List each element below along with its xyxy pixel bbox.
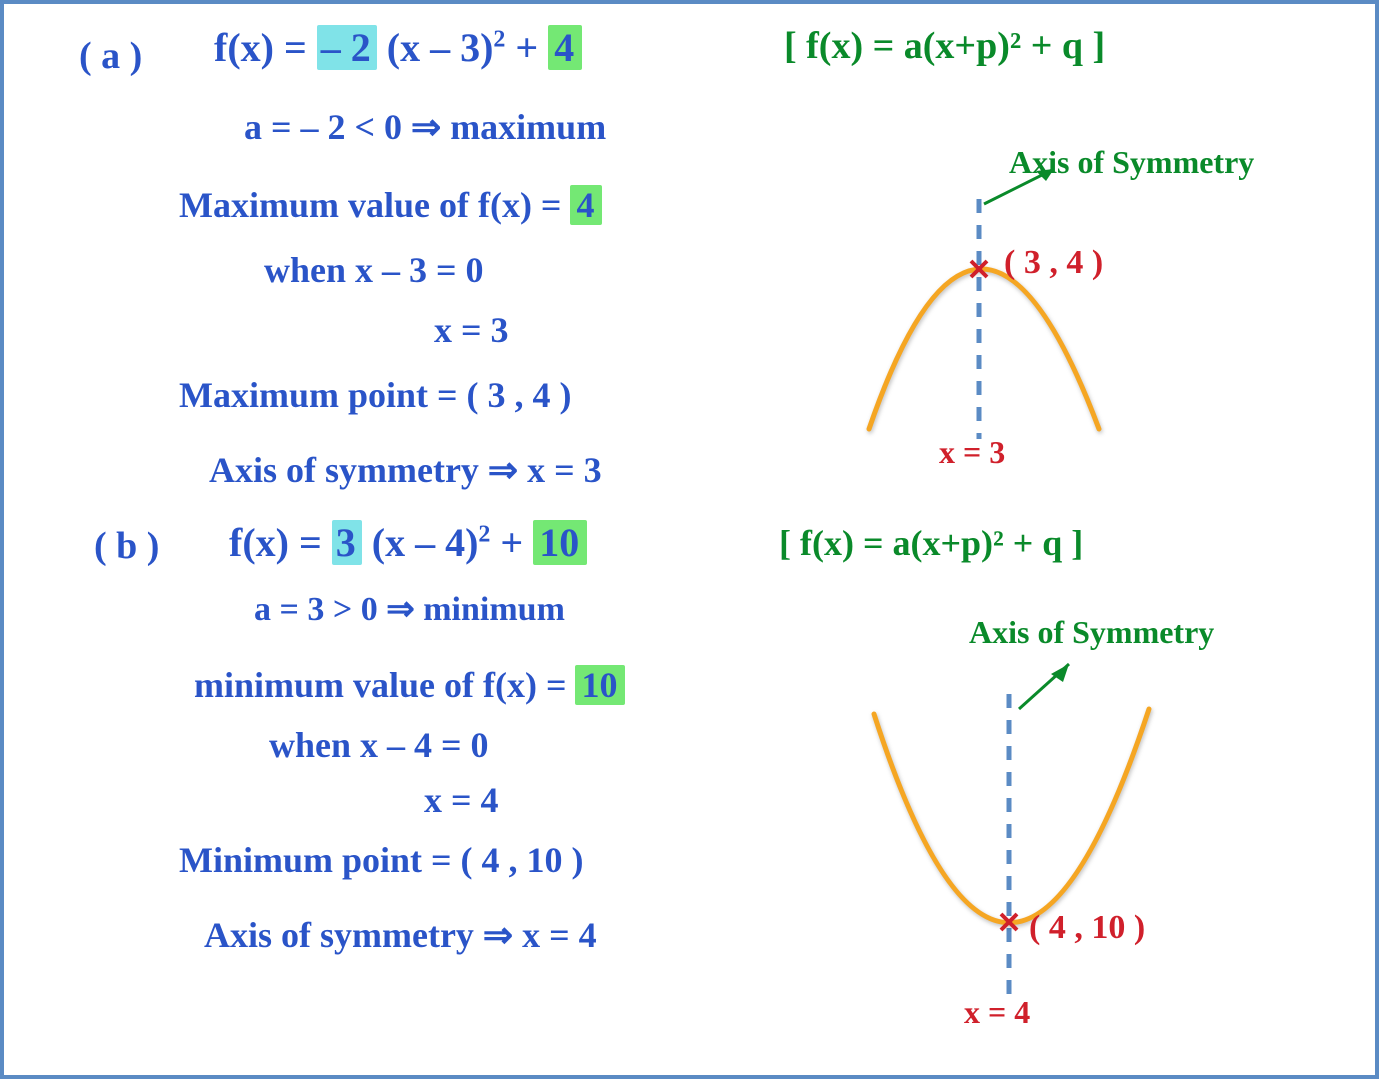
fb-exp: 2 (478, 522, 490, 548)
fa-const-highlight: 4 (548, 25, 582, 70)
parabola-curve (869, 269, 1099, 429)
fb-plus: + (500, 520, 533, 565)
fa-maxval-hl: 4 (570, 185, 602, 225)
fa-coef-highlight: – 2 (317, 25, 377, 70)
part-a-axis: Axis of symmetry ⇒ x = 3 (209, 449, 602, 491)
part-b-vertex-form: [ f(x) = a(x+p)² + q ] (779, 522, 1083, 564)
part-a-label: ( a ) (79, 34, 142, 78)
fa-maxval-prefix: Maximum value of f(x) = (179, 185, 570, 225)
parabola-curve (874, 709, 1149, 923)
fa-plus: + (515, 25, 548, 70)
part-b-a-line: a = 3 > 0 ⇒ minimum (254, 589, 565, 629)
fa-mid: (x – 3) (387, 25, 494, 70)
part-b-graph (819, 654, 1199, 1014)
part-a-maxpoint: Maximum point = ( 3 , 4 ) (179, 374, 572, 416)
fb-minval-hl: 10 (575, 665, 625, 705)
part-b-minpoint: Minimum point = ( 4 , 10 ) (179, 839, 584, 881)
part-b-label: ( b ) (94, 524, 159, 568)
part-b-axis-label: x = 4 (964, 994, 1030, 1031)
part-b-axis-annotation: Axis of Symmetry (969, 614, 1214, 651)
part-a-graph (839, 179, 1179, 459)
math-notes-page: ( a ) f(x) = – 2 (x – 3)2 + 4 [ f(x) = a… (0, 0, 1379, 1079)
fb-prefix: f(x) = (229, 520, 332, 565)
part-a-xsolve: x = 3 (434, 309, 509, 351)
part-a-vertex-form: [ f(x) = a(x+p)² + q ] (784, 24, 1105, 68)
fa-prefix: f(x) = (214, 25, 317, 70)
part-a-maxval: Maximum value of f(x) = 4 (179, 184, 602, 226)
part-a-vertex-label: ( 3 , 4 ) (1004, 244, 1103, 282)
part-a-when: when x – 3 = 0 (264, 249, 484, 291)
part-a-formula: f(x) = – 2 (x – 3)2 + 4 (214, 24, 582, 71)
part-b-formula: f(x) = 3 (x – 4)2 + 10 (229, 519, 587, 566)
fb-minval-prefix: minimum value of f(x) = (194, 665, 575, 705)
part-b-minval: minimum value of f(x) = 10 (194, 664, 625, 706)
part-b-axis: Axis of symmetry ⇒ x = 4 (204, 914, 597, 956)
part-a-a-line: a = – 2 < 0 ⇒ maximum (244, 106, 606, 148)
part-b-xsolve: x = 4 (424, 779, 499, 821)
part-a-axis-label: x = 3 (939, 434, 1005, 471)
fa-exp: 2 (493, 27, 505, 53)
fb-mid: (x – 4) (372, 520, 479, 565)
part-b-when: when x – 4 = 0 (269, 724, 489, 766)
part-b-vertex-label: ( 4 , 10 ) (1029, 909, 1145, 947)
fb-coef-highlight: 3 (332, 520, 362, 565)
fb-const-highlight: 10 (533, 520, 587, 565)
